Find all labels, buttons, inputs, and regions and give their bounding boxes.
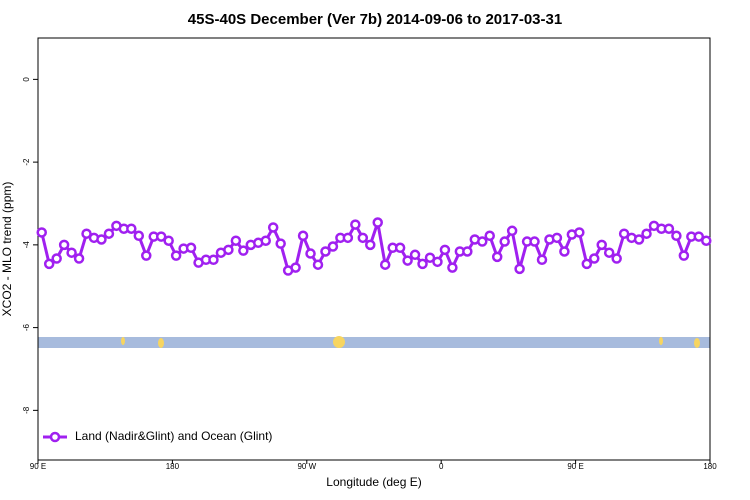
- data-point: [589, 253, 600, 264]
- y-tick-label: -2: [22, 158, 31, 166]
- data-point: [402, 255, 413, 266]
- data-point: [618, 228, 630, 239]
- y-axis-label: XCO2 - MLO trend (ppm): [0, 182, 14, 317]
- data-point: [477, 236, 488, 247]
- data-point: [297, 230, 309, 242]
- data-point: [350, 219, 361, 230]
- data-point: [611, 253, 622, 264]
- data-point: [447, 262, 458, 273]
- data-point: [432, 256, 443, 268]
- data-point: [223, 244, 234, 256]
- data-point: [103, 228, 115, 239]
- x-tick-label: 180: [703, 462, 717, 471]
- data-point: [678, 250, 690, 261]
- data-point: [208, 254, 219, 266]
- data-point: [439, 244, 451, 256]
- data-point: [379, 259, 391, 270]
- x-tick-label: 90 W: [297, 462, 316, 471]
- surface-band: [38, 336, 710, 348]
- x-tick-label: 90 E: [30, 462, 46, 471]
- data-point: [663, 223, 675, 234]
- data-point: [312, 259, 324, 270]
- data-point: [701, 235, 712, 246]
- data-point: [36, 227, 47, 238]
- y-tick-label: -4: [22, 241, 31, 249]
- data-point: [170, 250, 182, 261]
- y-tick-label: -6: [22, 324, 31, 332]
- x-tick-label: 90 E: [567, 462, 583, 471]
- data-point: [462, 246, 473, 257]
- data-point: [133, 230, 145, 242]
- data-point: [275, 238, 286, 249]
- data-point: [81, 228, 92, 239]
- data-point: [365, 239, 376, 251]
- data-point: [43, 258, 55, 270]
- data-point: [58, 239, 70, 251]
- data-point: [185, 242, 197, 254]
- data-point: [155, 231, 167, 242]
- land-patch: [659, 337, 663, 345]
- data-point: [230, 235, 242, 246]
- data-point: [320, 246, 331, 257]
- data-point: [536, 254, 548, 266]
- data-point: [417, 258, 428, 270]
- plot-frame: [37, 37, 711, 461]
- data-point: [305, 248, 316, 259]
- data-point: [96, 234, 107, 245]
- data-point: [163, 235, 174, 246]
- data-point: [529, 236, 540, 247]
- data-point: [559, 246, 570, 257]
- data-point: [484, 230, 495, 242]
- data-point: [66, 247, 77, 258]
- data-point: [260, 235, 271, 246]
- chart-title: 45S-40S December (Ver 7b) 2014-09-06 to …: [188, 11, 562, 28]
- land-patch: [694, 338, 700, 348]
- x-tick-label: 0: [439, 462, 444, 471]
- data-point: [73, 253, 85, 264]
- data-point: [574, 227, 585, 238]
- data-point: [671, 230, 682, 242]
- data-point: [342, 232, 354, 244]
- data-point: [596, 239, 607, 251]
- ocean-band: [38, 337, 710, 348]
- data-point: [357, 232, 369, 244]
- y-tick-label: -8: [22, 406, 31, 414]
- x-tick-label: 180: [166, 462, 180, 471]
- data-point: [499, 236, 510, 247]
- data-point: [238, 245, 249, 256]
- data-point: [372, 217, 383, 228]
- data-point: [51, 253, 62, 264]
- data-point: [603, 247, 615, 258]
- legend-label: Land (Nadir&Glint) and Ocean (Glint): [75, 429, 272, 443]
- data-point: [514, 263, 525, 275]
- data-point: [581, 258, 593, 270]
- data-point: [267, 222, 279, 233]
- x-axis-label: Longitude (deg E): [326, 475, 421, 489]
- data-point: [506, 225, 518, 237]
- data-point: [424, 252, 436, 263]
- data-point: [141, 250, 152, 261]
- data-point: [394, 242, 406, 254]
- data-point: [633, 234, 645, 245]
- data-point: [491, 251, 503, 263]
- data-point: [290, 262, 301, 273]
- data-point: [641, 228, 652, 239]
- data-point: [126, 223, 137, 234]
- land-patch: [333, 336, 345, 348]
- y-tick-label: 0: [22, 77, 31, 82]
- legend-marker: [49, 431, 61, 443]
- land-patch: [121, 337, 125, 345]
- data-point: [327, 241, 339, 252]
- data-point: [693, 231, 705, 242]
- land-patch: [158, 338, 164, 348]
- data-point: [409, 249, 421, 261]
- data-point: [551, 232, 563, 244]
